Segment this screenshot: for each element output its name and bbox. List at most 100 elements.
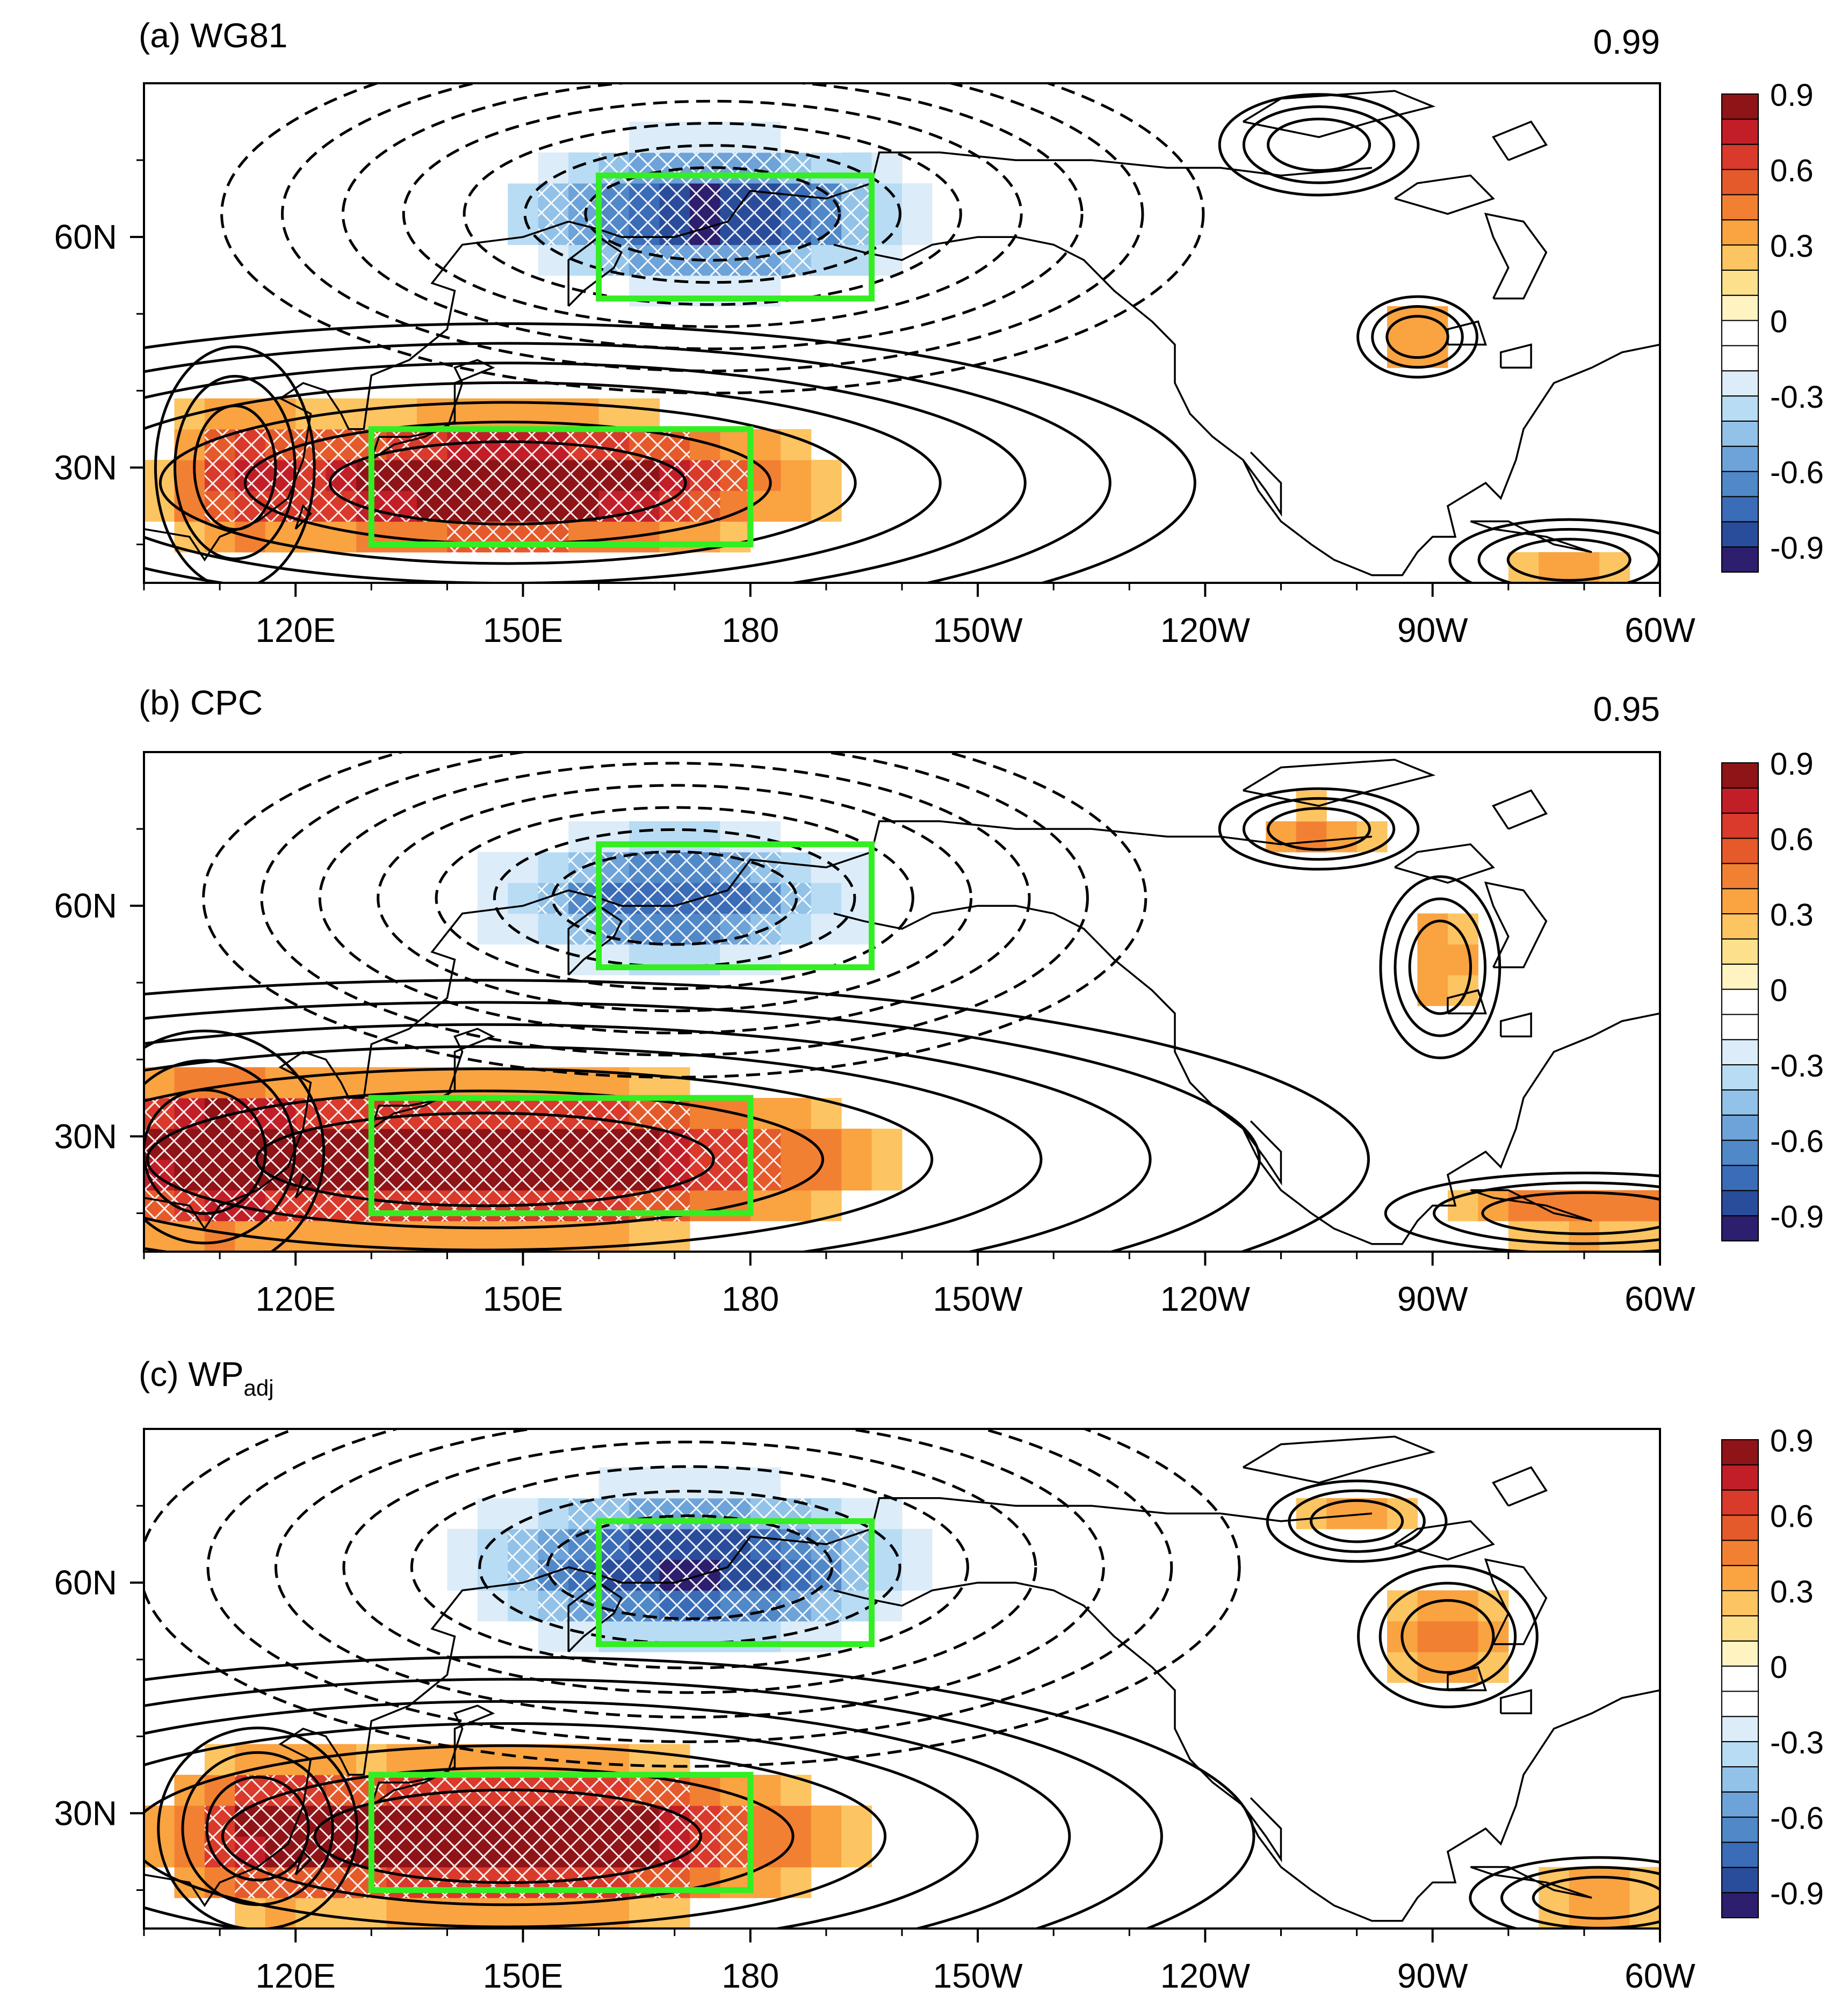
colorbar-swatch [1721,93,1759,120]
colorbar-label: 0 [1770,305,1787,340]
lon-tick-label: 120E [255,1956,335,1995]
panel-a-colorbar: 0.9 0.6 0.3 0 -0.3 -0.6 -0.9 [1721,78,1824,573]
colorbar-label: -0.6 [1770,456,1824,490]
lon-tick-label: 60W [1625,1956,1695,1995]
colorbar-label: -0.3 [1770,1049,1824,1084]
lat-tick-label: 30N [54,448,117,487]
lat-tick-label: 60N [54,1563,117,1602]
lon-tick-label: 120E [255,611,335,649]
lon-tick-label: 90W [1397,611,1468,649]
colorbar-label: -0.9 [1770,1200,1824,1234]
lon-tick-label: 120W [1160,611,1251,649]
panel-b-map [144,752,1660,1252]
colorbar-swatch [1721,1039,1759,1066]
colorbar-swatch [1721,988,1759,1015]
lon-tick-label: 180 [721,611,779,649]
colorbar-label: -0.6 [1770,1124,1824,1159]
lon-tick-label: 150E [483,1956,563,1995]
colorbar-label: 0.6 [1770,822,1814,857]
colorbar-swatch [1721,143,1759,170]
colorbar-swatch [1721,1615,1759,1642]
lon-tick-label: 90W [1397,1956,1468,1995]
colorbar-swatch [1721,1014,1759,1041]
colorbar-swatch [1721,169,1759,196]
panel-b-title: (b) CPC [139,683,263,722]
panel-c-map [144,1429,1660,1929]
lon-tick-label: 60W [1625,1280,1695,1318]
colorbar-swatch [1721,1540,1759,1566]
colorbar-label: 0 [1770,973,1787,1008]
colorbar-swatch [1721,963,1759,990]
colorbar-swatch [1721,219,1759,246]
colorbar-label: 0.3 [1770,1575,1814,1609]
colorbar-swatch [1721,787,1759,814]
panel-c-colorbar: 0.9 0.6 0.3 0 -0.3 -0.6 -0.9 [1721,1424,1824,1919]
colorbar-swatch [1721,1867,1759,1894]
colorbar-label: -0.9 [1770,1876,1824,1911]
panel-c: (c) WPadj 120E 150E 180 150W 120W 90W 60W 60N 30… [54,1355,1824,1995]
panel-b-colorbar: 0.9 0.6 0.3 0 -0.3 -0.6 -0.9 [1721,747,1824,1242]
colorbar-label: 0.9 [1770,747,1814,782]
colorbar-swatch [1721,370,1759,397]
panel-c-axes: 120E 150E 180 150W 120W 90W 60W 60N 30N [54,1428,1695,1995]
colorbar-swatch [1721,762,1759,789]
colorbar-swatch [1721,1165,1759,1191]
colorbar-swatch [1721,521,1759,548]
colorbar-swatch [1721,1691,1759,1717]
colorbar-swatch [1721,1089,1759,1116]
lon-tick-label: 120E [255,1280,335,1318]
lon-tick-label: 90W [1397,1280,1468,1318]
panel-a-correlation: 0.99 [1593,23,1660,61]
lon-tick-label: 150W [933,1280,1023,1318]
colorbar-label: 0.3 [1770,898,1814,933]
lat-tick-label: 30N [54,1794,117,1832]
colorbar-swatch [1721,546,1759,573]
colorbar-swatch [1721,420,1759,447]
colorbar-swatch [1721,445,1759,472]
colorbar-label: 0.9 [1770,78,1814,113]
colorbar-swatch [1721,1215,1759,1242]
colorbar-swatch [1721,1489,1759,1516]
colorbar-swatch [1721,1741,1759,1767]
lon-tick-label: 180 [721,1956,779,1995]
colorbar-label: -0.3 [1770,1725,1824,1760]
lat-tick-label: 60N [54,218,117,256]
colorbar-swatch [1721,1064,1759,1090]
panel-a-map [144,83,1660,583]
colorbar-swatch [1721,1190,1759,1217]
panel-b: (b) CPC 0.95 120E 150E 180 150W 120W 90W 60W 60… [54,683,1824,1318]
colorbar-label: 0 [1770,1650,1787,1685]
colorbar-label: 0.6 [1770,1499,1814,1534]
lat-tick-label: 30N [54,1117,117,1155]
lon-tick-label: 150W [933,611,1023,649]
lon-tick-label: 150E [483,611,563,649]
colorbar-swatch [1721,1816,1759,1843]
lon-tick-label: 150E [483,1280,563,1318]
colorbar-swatch [1721,244,1759,271]
colorbar-swatch [1721,118,1759,145]
colorbar-swatch [1721,194,1759,221]
colorbar-swatch [1721,913,1759,940]
colorbar-swatch [1721,345,1759,372]
colorbar-swatch [1721,1716,1759,1743]
panel-b-correlation: 0.95 [1593,690,1660,728]
colorbar-label: 0.9 [1770,1424,1814,1458]
lat-tick-label: 60N [54,886,117,925]
colorbar-swatch [1721,1464,1759,1491]
colorbar-swatch [1721,863,1759,890]
colorbar-swatch [1721,1766,1759,1793]
colorbar-swatch [1721,812,1759,839]
panel-b-axes: 120E 150E 180 150W 120W 90W 60W 60N 30N [54,751,1695,1318]
colorbar-label: 0.3 [1770,229,1814,264]
colorbar-swatch [1721,1114,1759,1141]
colorbar-swatch [1721,320,1759,346]
lon-tick-label: 120W [1160,1280,1251,1318]
colorbar-swatch [1721,1640,1759,1667]
colorbar-swatch [1721,1565,1759,1592]
panel-a: (a) WG81 0.99 120E 150E 180 150W 120W 90W 60W 6… [54,16,1824,649]
panel-a-title: (a) WG81 [139,16,287,55]
colorbar-swatch [1721,471,1759,497]
colorbar-swatch [1721,888,1759,915]
colorbar-swatch [1721,1841,1759,1868]
